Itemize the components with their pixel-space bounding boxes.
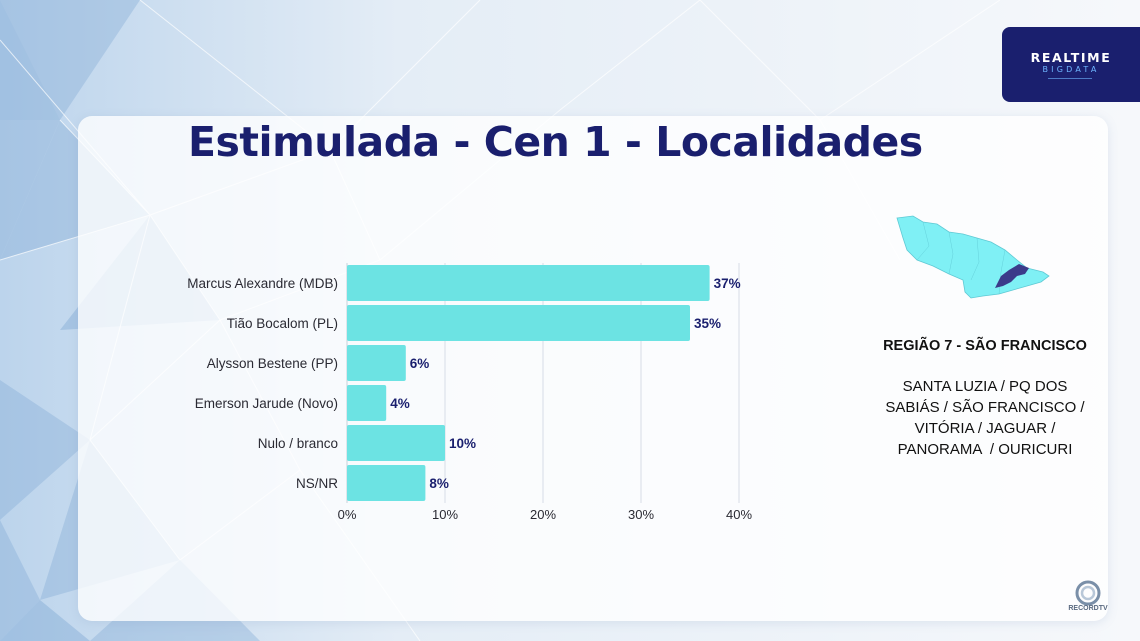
brand-rule (1048, 78, 1092, 79)
x-tick-label: 0% (338, 507, 357, 522)
chart-bars (347, 265, 710, 501)
bar (347, 345, 406, 381)
realtime-bigdata-logo: REALTIME BIGDATA (1002, 27, 1140, 102)
value-label: 10% (449, 436, 476, 451)
category-label: Marcus Alexandre (MDB) (187, 276, 338, 291)
region-line: PANORAMA / OURICURI (897, 441, 1073, 458)
brand-subname: BIGDATA (1042, 65, 1100, 74)
value-label: 37% (714, 276, 741, 291)
region-line: SABIÁS / SÃO FRANCISCO / (885, 399, 1085, 416)
category-label: Emerson Jarude (Novo) (195, 396, 338, 411)
bar (347, 305, 690, 341)
category-label: Tião Bocalom (PL) (227, 316, 338, 331)
content-panel (78, 116, 1108, 621)
value-label: 6% (410, 356, 430, 371)
value-label: 8% (429, 476, 449, 491)
x-tick-label: 40% (726, 507, 752, 522)
category-label: Alysson Bestene (PP) (207, 356, 338, 371)
bar (347, 265, 710, 301)
bar (347, 425, 445, 461)
chart-gridlines (346, 263, 740, 503)
map-region-highlight (995, 264, 1029, 288)
record-tv-logo (1075, 580, 1101, 606)
region-title: REGIÃO 7 - SÃO FRANCISCO (883, 338, 1087, 354)
category-label: Nulo / branco (258, 436, 338, 451)
brand-name: REALTIME (1030, 50, 1112, 65)
x-tick-label: 10% (432, 507, 458, 522)
chart-labels: 0% 10% 20% 30% 40% Marcus Alexandre (MDB) 37% T… (187, 276, 752, 522)
bar (347, 385, 387, 421)
region-line: SANTA LUZIA / PQ DOS (902, 378, 1068, 395)
region-map (896, 215, 1050, 299)
category-label: NS/NR (296, 476, 338, 491)
value-label: 4% (390, 396, 410, 411)
slide-title: Estimulada - Cen 1 - Localidades (188, 118, 923, 166)
bar (347, 465, 426, 501)
x-tick-label: 20% (530, 507, 556, 522)
value-label: 35% (694, 316, 721, 331)
region-line: VITÓRIA / JAGUAR / (914, 420, 1056, 437)
x-tick-label: 30% (628, 507, 654, 522)
record-tv-text: RECORDTV (1068, 605, 1108, 612)
